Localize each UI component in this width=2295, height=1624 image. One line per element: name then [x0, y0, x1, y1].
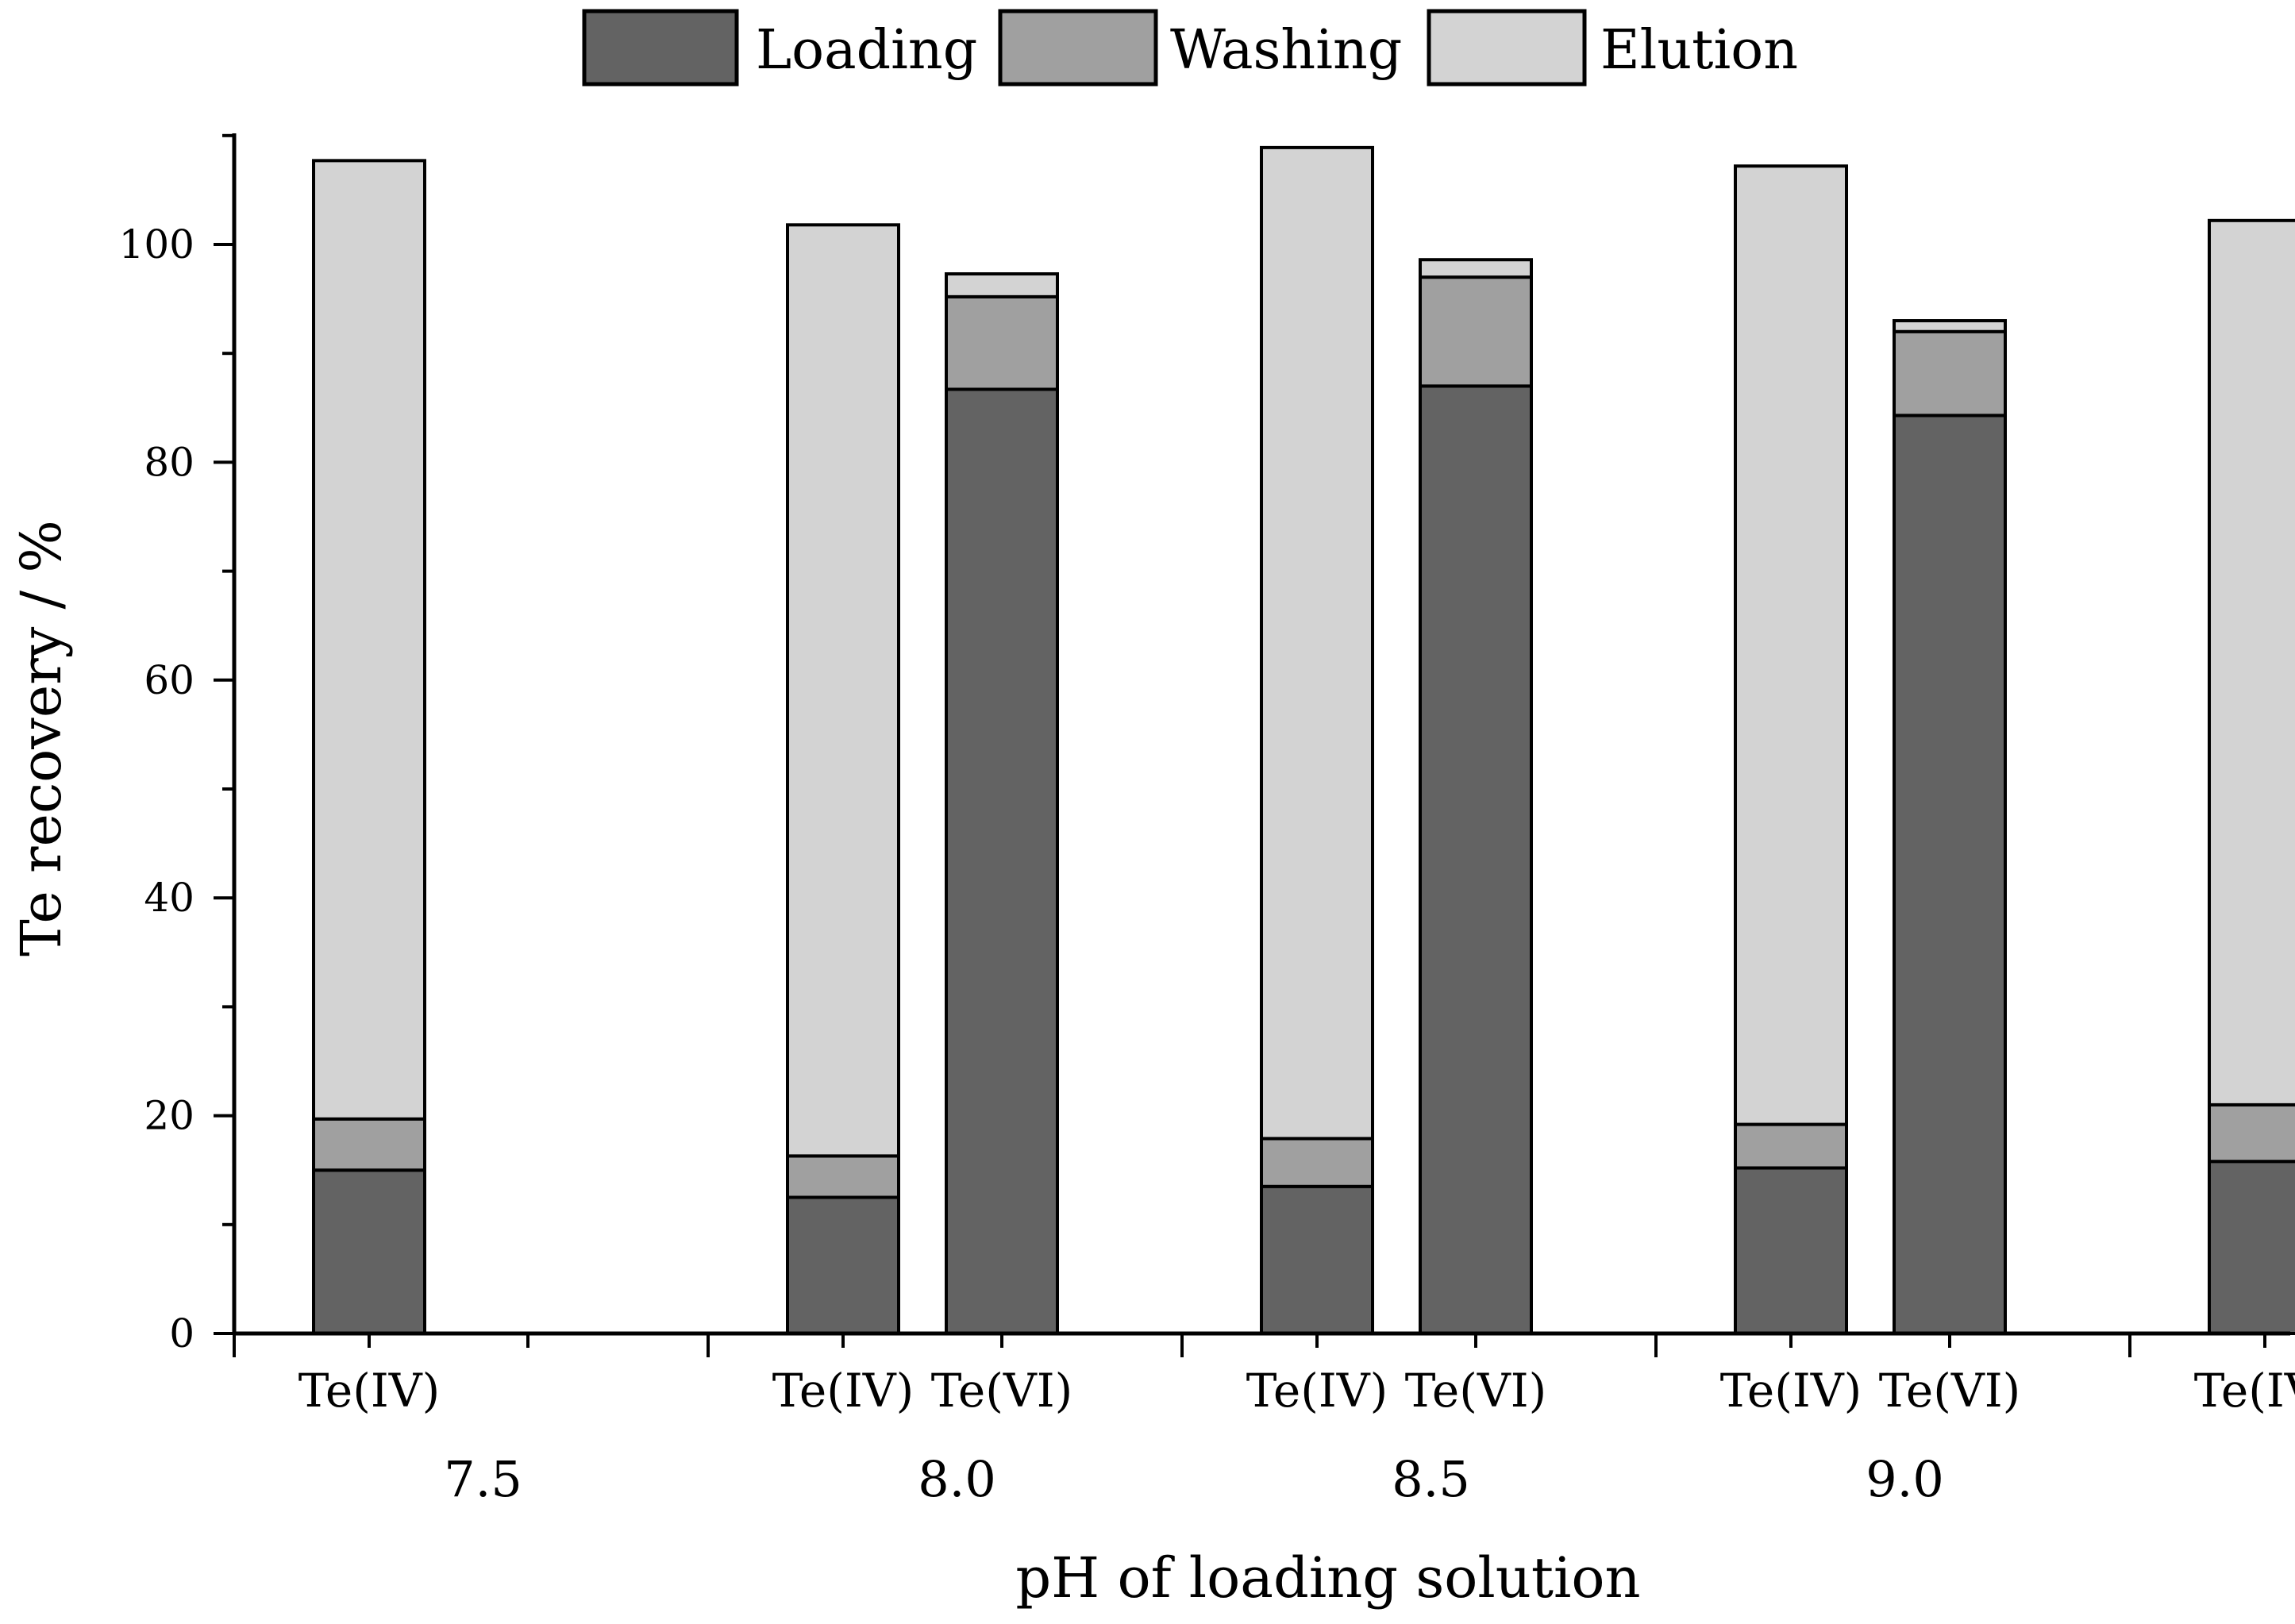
bar-segment-washing-7.5-Te(IV) — [312, 1117, 426, 1172]
bar-segment-elution-8.5-Te(IV) — [1260, 145, 1374, 1141]
bar-segment-washing-8.0-Te(IV) — [786, 1154, 900, 1199]
bar-segment-washing-9.5-Te(IV) — [2208, 1103, 2295, 1164]
bar-category-label: Te(IV) — [1246, 1364, 1388, 1418]
legend-swatch-elution — [1427, 9, 1587, 87]
y-tick-label: 60 — [144, 657, 194, 703]
legend: Loading Washing Elution — [582, 9, 1798, 87]
bar-segment-elution-9.0-Te(IV) — [1734, 164, 1848, 1126]
bar-segment-elution-8.5-Te(VI) — [1419, 258, 1533, 279]
bar-segment-washing-9.0-Te(IV) — [1734, 1122, 1848, 1170]
y-tick-label: 100 — [119, 221, 194, 267]
bar-category-label: Te(VI) — [1405, 1364, 1547, 1418]
y-tick-label: 40 — [144, 875, 194, 921]
group-label: 7.5 — [444, 1450, 522, 1508]
group-label: 8.5 — [1392, 1450, 1470, 1508]
bar-segment-loading-8.5-Te(VI) — [1419, 384, 1533, 1335]
bar-segment-loading-9.5-Te(IV) — [2208, 1160, 2295, 1335]
y-tick-label: 80 — [144, 439, 194, 485]
bar-segment-elution-9.0-Te(VI) — [1893, 319, 2007, 333]
bar-segment-washing-8.5-Te(IV) — [1260, 1137, 1374, 1188]
bar-segment-elution-7.5-Te(IV) — [312, 159, 426, 1121]
legend-label-washing: Washing — [1170, 19, 1402, 82]
bar-segment-elution-9.5-Te(IV) — [2208, 218, 2295, 1106]
bar-category-label: Te(IV) — [2194, 1364, 2295, 1418]
bar-segment-loading-7.5-Te(IV) — [312, 1168, 426, 1335]
bar-segment-washing-8.5-Te(VI) — [1419, 275, 1533, 388]
bar-segment-loading-8.0-Te(VI) — [945, 387, 1059, 1336]
bars — [312, 145, 2295, 1336]
legend-label-elution: Elution — [1600, 19, 1798, 82]
y-tick-label: 0 — [169, 1310, 194, 1357]
bar-segment-washing-8.0-Te(VI) — [945, 294, 1059, 391]
bar-category-label: Te(IV) — [298, 1364, 441, 1418]
legend-swatch-washing — [998, 9, 1158, 87]
axes — [214, 133, 2290, 1357]
x-axis-title: pH of loading solution — [1015, 1545, 1640, 1611]
legend-label-loading: Loading — [756, 19, 977, 82]
bar-segment-loading-9.0-Te(VI) — [1893, 414, 2007, 1335]
bar-segment-elution-8.0-Te(IV) — [786, 223, 900, 1158]
bar-segment-washing-9.0-Te(VI) — [1893, 329, 2007, 418]
bar-category-label: Te(IV) — [1720, 1364, 1862, 1418]
bar-segment-loading-9.0-Te(IV) — [1734, 1166, 1848, 1336]
group-label: 8.0 — [918, 1450, 996, 1508]
legend-swatch-loading — [582, 9, 739, 87]
labels: Te(IV)7.5Te(IV) Te(VI)8.0Te(IV) Te(VI)8.5T… — [119, 221, 2295, 1508]
y-axis-title: Te recovery / % — [9, 520, 74, 956]
y-tick-label: 20 — [144, 1093, 194, 1139]
bar-segment-loading-8.0-Te(IV) — [786, 1195, 900, 1335]
bar-segment-elution-8.0-Te(VI) — [945, 272, 1059, 298]
bar-segment-loading-8.5-Te(IV) — [1260, 1184, 1374, 1336]
bar-category-label: Te(VI) — [931, 1364, 1073, 1418]
group-label: 9.0 — [1866, 1450, 1944, 1508]
bar-category-label: Te(VI) — [1879, 1364, 2021, 1418]
bar-category-label: Te(IV) — [772, 1364, 915, 1418]
